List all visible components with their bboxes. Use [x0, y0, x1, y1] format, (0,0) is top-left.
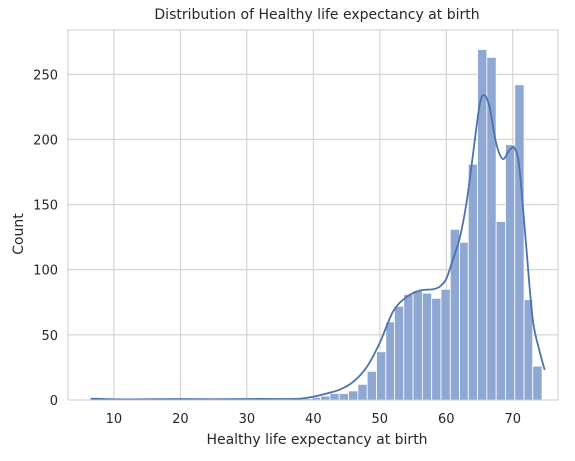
histogram-bar [486, 56, 497, 401]
histogram-bar [495, 221, 506, 401]
histogram-bar [505, 144, 516, 401]
plot-frame [67, 29, 559, 401]
histogram-bar [329, 393, 340, 401]
kde-line [90, 94, 546, 401]
y-tick-label: 0 [50, 394, 58, 409]
histogram-bar [440, 288, 451, 401]
x-axis-label: Healthy life expectancy at birth [206, 432, 427, 448]
histogram-bar [467, 163, 478, 401]
histogram-bar [421, 292, 433, 401]
y-axis-label: Count [11, 213, 27, 255]
histogram-bar [514, 84, 525, 401]
histogram-bar [366, 370, 377, 401]
x-tick-label: 40 [305, 412, 322, 427]
histogram-bar [412, 290, 423, 401]
kde-curve-layer [90, 94, 546, 401]
x-tick-label: 50 [372, 412, 389, 427]
x-tick-label: 30 [239, 412, 256, 427]
histogram-bar [348, 390, 359, 401]
chart-title: Distribution of Healthy life expectancy … [154, 7, 479, 23]
y-tick-label: 50 [41, 329, 58, 344]
histogram-bar [338, 393, 349, 401]
y-tick-labels: 0 50 100 150 200 250 [33, 68, 58, 409]
histogram-bar [459, 241, 469, 401]
histogram-bar [532, 365, 543, 401]
y-tick-label: 200 [33, 133, 58, 148]
y-tick-label: 100 [33, 264, 58, 279]
histogram-bar [477, 49, 488, 401]
histogram-bar [403, 294, 414, 401]
x-tick-labels: 10 20 30 40 50 60 70 [106, 412, 521, 427]
x-tick-label: 20 [172, 412, 189, 427]
histogram-bar [376, 351, 387, 401]
histogram-bar [357, 383, 368, 401]
x-tick-label: 70 [505, 412, 522, 427]
y-tick-label: 250 [33, 68, 58, 83]
x-tick-label: 60 [438, 412, 455, 427]
histogram-bar [394, 305, 405, 401]
histogram-bar [320, 395, 331, 401]
histogram-bar [385, 321, 395, 401]
x-tick-label: 10 [106, 412, 123, 427]
histogram-bar [431, 297, 442, 401]
y-tick-label: 150 [33, 199, 58, 214]
